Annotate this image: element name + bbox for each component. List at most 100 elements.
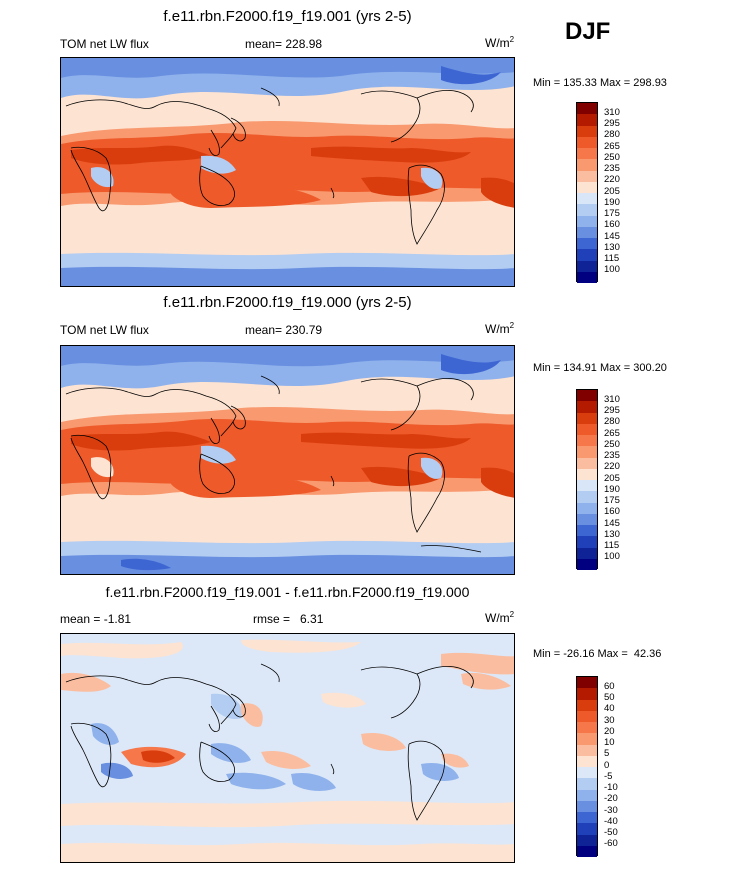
panel-1-colorbar-label: 220 [604,174,620,185]
panel-2-colorbar-label: 160 [604,506,620,517]
colorbar-swatch [577,181,597,193]
colorbar-swatch [577,547,597,559]
colorbar-swatch [577,536,597,548]
panel-3-colorbar-label: -30 [604,805,618,816]
colorbar-swatch [577,733,597,745]
colorbar-swatch [577,136,597,148]
panel-2-colorbar-label: 295 [604,405,620,416]
colorbar-swatch [577,688,597,700]
colorbar-swatch [577,525,597,537]
colorbar-swatch [577,722,597,734]
panel-2-colorbar-label: 130 [604,529,620,540]
panel-2-minmax: Min = 134.91 Max = 300.20 [533,362,667,374]
panel-2-colorbar-label: 235 [604,450,620,461]
panel-2-colorbar [576,389,598,570]
panel-2-colorbar-label: 265 [604,428,620,439]
colorbar-swatch [577,193,597,205]
panel-3-colorbar-label: 20 [604,726,615,737]
panel-1-title: f.e11.rbn.F2000.f19_f19.001 (yrs 2-5) [163,8,412,25]
panel-3-colorbar [576,676,598,857]
colorbar-swatch [577,491,597,503]
colorbar-swatch [577,226,597,238]
colorbar-swatch [577,677,597,689]
panel-1-colorbar-label: 175 [604,208,620,219]
panel-1-colorbar-label: 295 [604,118,620,129]
colorbar-swatch [577,249,597,261]
colorbar-swatch [577,699,597,711]
panel-3-colorbar-label: 50 [604,692,615,703]
panel-3-colorbar-label: -20 [604,793,618,804]
colorbar-swatch [577,767,597,779]
panel-3-colorbar-label: 0 [604,760,610,771]
panel-2-colorbar-label: 310 [604,394,620,405]
colorbar-swatch [577,457,597,469]
panel-2-variable-label: TOM net LW flux [60,323,149,337]
panel-1-colorbar-label: 250 [604,152,620,163]
panel-2-colorbar-label: 145 [604,518,620,529]
colorbar-swatch [577,412,597,424]
panel-3-colorbar-label: 30 [604,715,615,726]
colorbar-swatch [577,710,597,722]
panel-1-colorbar-label: 100 [604,264,620,275]
panel-3-colorbar-label: 60 [604,681,615,692]
panel-3-rmse-label: rmse = 6.31 [253,612,324,626]
colorbar-swatch [577,812,597,824]
colorbar-swatch [577,800,597,812]
colorbar-swatch [577,114,597,126]
colorbar-swatch [577,845,597,857]
colorbar-swatch [577,446,597,458]
panel-3-minmax: Min = -26.16 Max = 42.36 [533,648,662,660]
panel-1-colorbar-label: 235 [604,163,620,174]
panel-1-mean-label: mean= 228.98 [245,37,323,51]
colorbar-swatch [577,148,597,160]
panel-1-map [60,57,515,287]
colorbar-swatch [577,390,597,402]
panel-1-minmax: Min = 135.33 Max = 298.93 [533,77,667,89]
panel-3-colorbar-label: -50 [604,827,618,838]
colorbar-swatch [577,435,597,447]
colorbar-swatch [577,755,597,767]
panel-1-colorbar-label: 310 [604,107,620,118]
colorbar-swatch [577,778,597,790]
colorbar-swatch [577,204,597,216]
panel-3-map [60,633,515,863]
colorbar-swatch [577,271,597,283]
panel-2-colorbar-label: 280 [604,416,620,427]
panel-3-colorbar-label: 5 [604,748,610,759]
panel-2-colorbar-label: 220 [604,461,620,472]
panel-3-colorbar-label: -60 [604,838,618,849]
panel-1-colorbar-label: 130 [604,242,620,253]
colorbar-swatch [577,744,597,756]
colorbar-swatch [577,260,597,272]
panel-2-colorbar-label: 205 [604,473,620,484]
panel-3-colorbar-label: 40 [604,703,615,714]
colorbar-swatch [577,170,597,182]
colorbar-swatch [577,823,597,835]
panel-2-title: f.e11.rbn.F2000.f19_f19.000 (yrs 2-5) [163,294,412,311]
colorbar-swatch [577,468,597,480]
panel-1-units: W/m2 [485,35,515,50]
panel-2-colorbar-label: 100 [604,551,620,562]
panel-1-colorbar-label: 280 [604,129,620,140]
panel-2-units: W/m2 [485,321,515,336]
colorbar-swatch [577,834,597,846]
panel-2-colorbar-label: 175 [604,495,620,506]
colorbar-swatch [577,215,597,227]
panel-3-units: W/m2 [485,610,515,625]
panel-3-colorbar-label: -10 [604,782,618,793]
colorbar-swatch [577,103,597,115]
colorbar-swatch [577,480,597,492]
panel-3-colorbar-label: -5 [604,771,613,782]
colorbar-swatch [577,423,597,435]
colorbar-swatch [577,558,597,570]
panel-2-colorbar-label: 190 [604,484,620,495]
panel-1-colorbar-label: 205 [604,186,620,197]
panel-2-map [60,345,515,575]
panel-1-variable-label: TOM net LW flux [60,37,149,51]
panel-1-colorbar-label: 145 [604,231,620,242]
panel-3-colorbar-label: 10 [604,737,615,748]
panel-3-colorbar-label: -40 [604,816,618,827]
panel-2-colorbar-label: 115 [604,540,620,551]
colorbar-swatch [577,502,597,514]
panel-1-colorbar-label: 115 [604,253,620,264]
